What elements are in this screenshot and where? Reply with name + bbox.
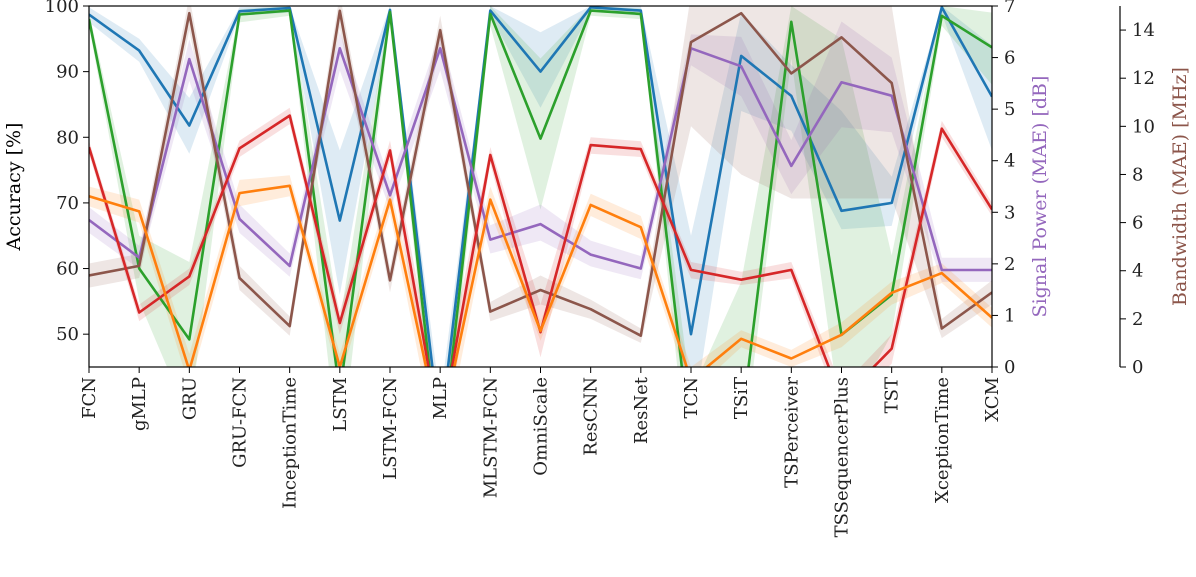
signal-power-tick-label: 2 (1004, 254, 1015, 275)
x-tick-label: TSSequencerPlus (832, 377, 853, 537)
left-y-tick-label: 80 (56, 127, 79, 148)
bandwidth-brown-band (89, 6, 992, 343)
series-lines (89, 6, 992, 367)
x-tick-label: FCN (79, 377, 100, 419)
signal-power-tick-label: 4 (1004, 151, 1015, 172)
x-tick-label: TCN (681, 377, 702, 419)
signal-power-purple-line (89, 46, 992, 272)
signal-power-tick-label: 5 (1004, 99, 1015, 120)
x-tick-label: ResCNN (581, 377, 602, 456)
bandwidth-tick-label: 0 (1132, 357, 1143, 378)
x-tick-label: XCM (982, 377, 1003, 422)
signal-power-tick-label: 1 (1004, 305, 1015, 326)
left-y-tick-label: 90 (56, 62, 79, 83)
x-tick-label: gMLP (129, 377, 150, 431)
x-tick-label: GRU (179, 377, 200, 420)
x-tick-label: MLP (430, 377, 451, 420)
bandwidth-axis: 0 2 4 6 8 10 12 14 Bandwidth (MAE) [MHz] (1119, 6, 1191, 378)
signal-power-axis: 0 1 2 3 4 5 6 7 Signal Power (MAE) [dB] (992, 0, 1051, 378)
left-y-tick-label: 60 (56, 259, 79, 280)
series-orange-line (89, 184, 992, 367)
left-y-tick-label: 70 (56, 193, 79, 214)
x-tick-label: LSTM-FCN (380, 377, 401, 480)
x-tick-label: OmniScale (531, 377, 552, 476)
left-y-axis-label: Accuracy [%] (3, 123, 25, 252)
bandwidth-tick-label: 4 (1132, 261, 1143, 282)
x-tick-label: InceptionTime (280, 377, 301, 509)
left-y-axis: 50 60 70 80 90 100 Accuracy [%] (3, 0, 89, 345)
bandwidth-tick-label: 10 (1132, 116, 1155, 137)
x-tick-label: TSiT (731, 377, 752, 419)
bandwidth-tick-label: 6 (1132, 213, 1143, 234)
left-y-tick-label: 50 (56, 324, 79, 345)
x-axis: FCN gMLP GRU GRU-FCN InceptionTime LSTM LSTM-F… (79, 367, 1003, 537)
series-red-band (89, 107, 992, 367)
bandwidth-tick-label: 2 (1132, 309, 1143, 330)
x-tick-label: XceptionTime (932, 377, 953, 503)
accuracy-blue-band (89, 6, 992, 367)
x-tick-label: MLSTM-FCN (480, 377, 501, 498)
bandwidth-tick-label: 12 (1132, 68, 1155, 89)
left-y-tick-label: 100 (45, 0, 79, 17)
accuracy-green-band (89, 6, 992, 367)
x-tick-label: LSTM (330, 377, 351, 432)
signal-power-tick-label: 0 (1004, 357, 1015, 378)
signal-power-tick-label: 7 (1004, 0, 1015, 17)
bandwidth-axis-label: Bandwidth (MAE) [MHz] (1169, 67, 1191, 306)
bandwidth-tick-label: 14 (1132, 20, 1155, 41)
signal-power-tick-label: 3 (1004, 202, 1015, 223)
signal-power-tick-label: 6 (1004, 48, 1015, 69)
bandwidth-brown-line (89, 9, 992, 338)
x-tick-label: GRU-FCN (230, 377, 251, 468)
x-tick-label: ResNet (631, 376, 652, 444)
series-red-line (89, 114, 992, 367)
accuracy-blue-line (89, 6, 992, 367)
bandwidth-tick-label: 8 (1132, 164, 1143, 185)
signal-power-axis-label: Signal Power (MAE) [dB] (1029, 76, 1051, 318)
x-tick-label: TST (882, 377, 903, 413)
x-tick-label: TSPerceiver (781, 377, 802, 488)
